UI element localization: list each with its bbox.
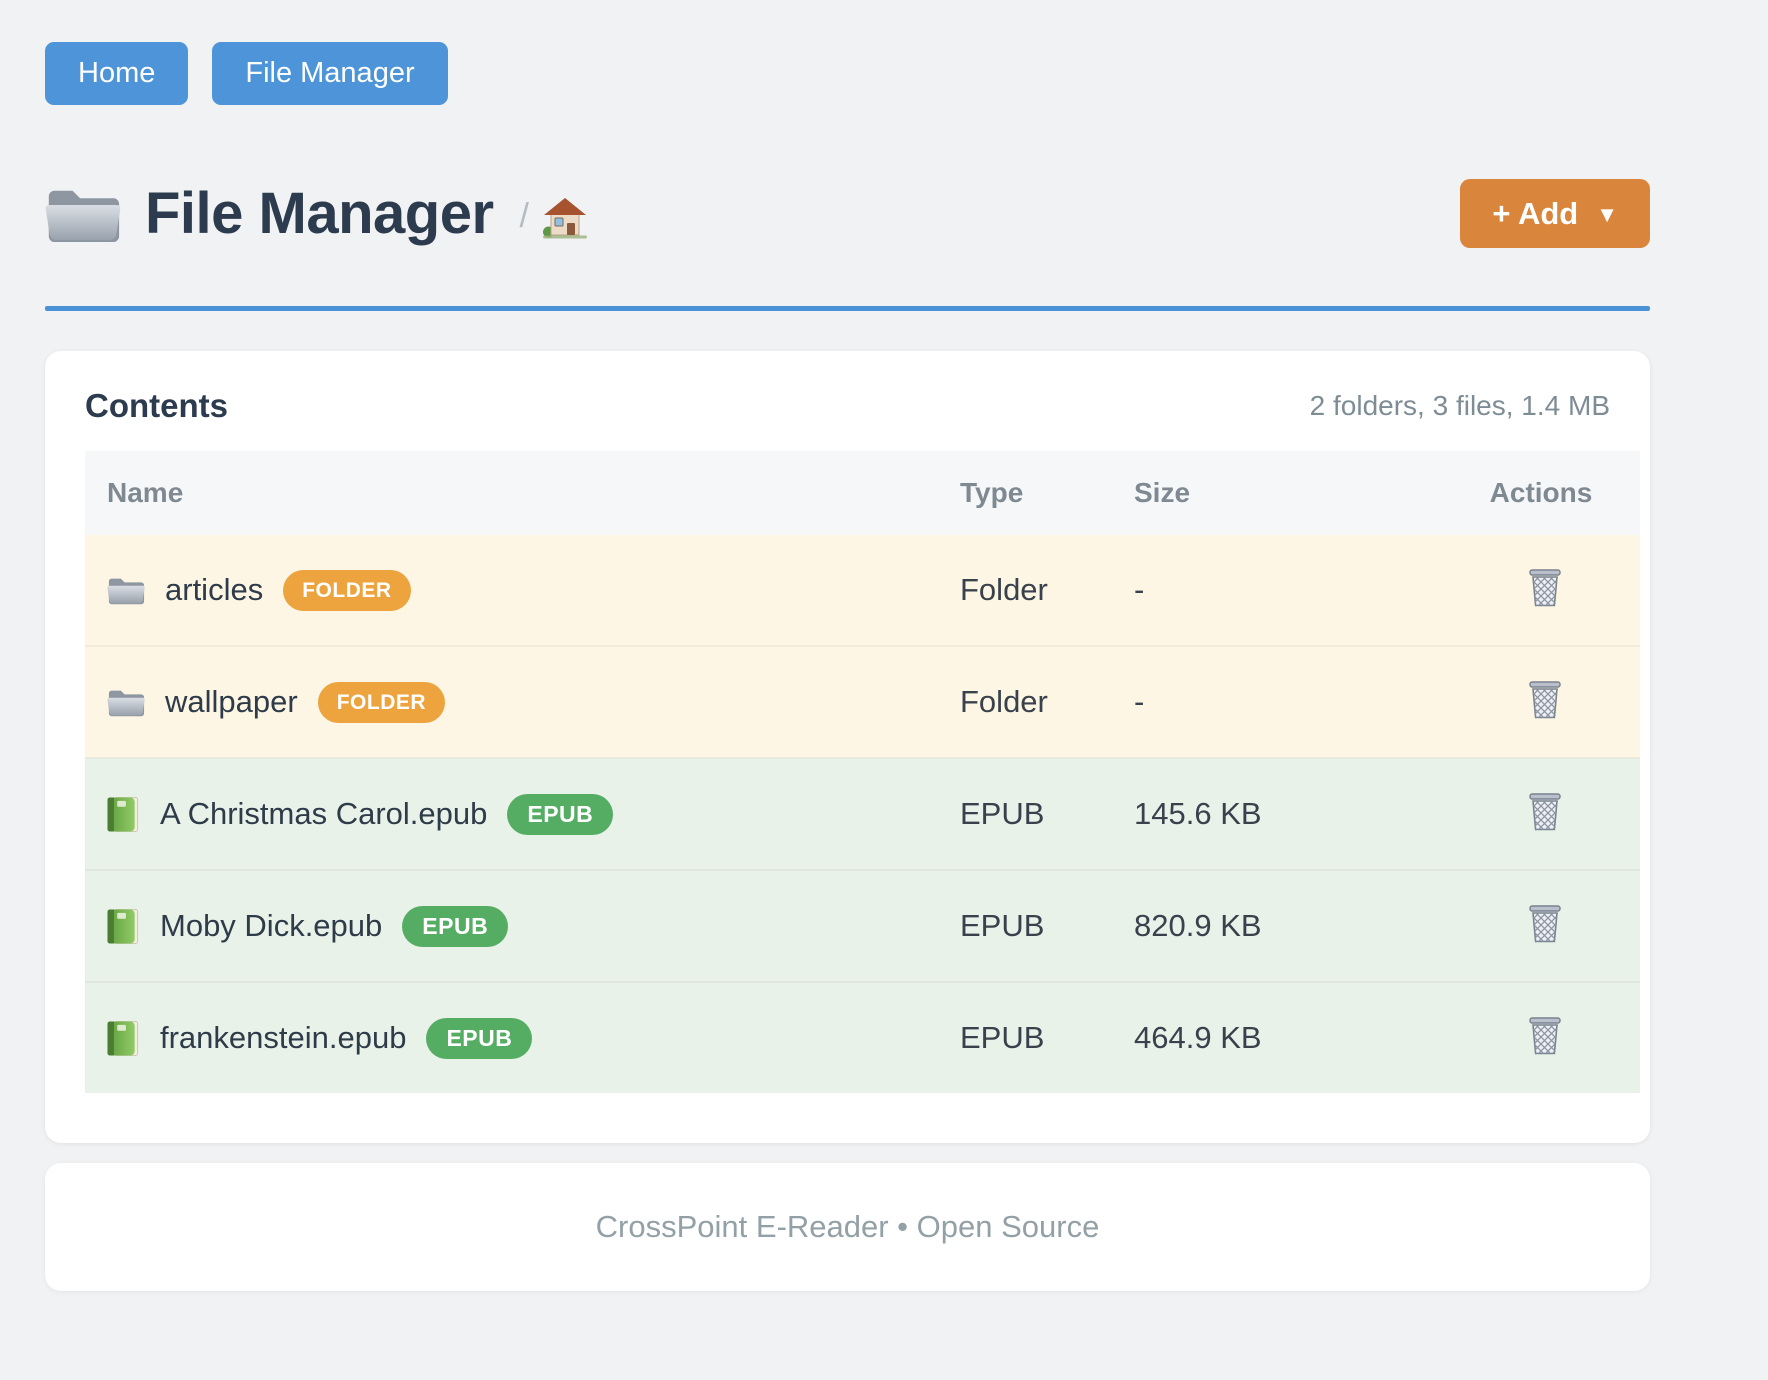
size-cell: 464.9 KB [1134, 982, 1450, 1093]
table-row[interactable]: articles FOLDER Folder - [85, 535, 1640, 646]
type-cell: Folder [960, 535, 1134, 646]
type-cell: EPUB [960, 982, 1134, 1093]
contents-card: Contents 2 folders, 3 files, 1.4 MB Name… [45, 351, 1650, 1143]
breadcrumb-separator: / [520, 197, 529, 236]
type-cell: EPUB [960, 870, 1134, 982]
table-row[interactable]: wallpaper FOLDER Folder - [85, 646, 1640, 758]
size-cell: - [1134, 646, 1450, 758]
trash-icon [1527, 568, 1563, 608]
name-cell: A Christmas Carol.epub EPUB [85, 794, 960, 835]
trash-icon [1527, 792, 1563, 832]
folder-badge: FOLDER [318, 682, 445, 723]
add-button[interactable]: + Add ▼ [1460, 179, 1650, 248]
table-row[interactable]: frankenstein.epub EPUB EPUB 464.9 KB [85, 982, 1640, 1093]
delete-button[interactable] [1521, 676, 1569, 724]
column-header-name: Name [85, 451, 960, 535]
files-table-body: articles FOLDER Folder - wallpaper FOLDE… [85, 535, 1640, 1093]
contents-title: Contents [85, 387, 228, 425]
folder-icon [107, 574, 145, 606]
trash-icon [1527, 680, 1563, 720]
files-table: Name Type Size Actions articles FOLDER F… [85, 451, 1640, 1093]
home-icon[interactable] [543, 197, 587, 239]
folder-icon [45, 183, 121, 244]
delete-button[interactable] [1521, 788, 1569, 836]
folder-badge: FOLDER [283, 570, 410, 611]
item-name: A Christmas Carol.epub [160, 796, 487, 832]
column-header-type: Type [960, 451, 1134, 535]
table-row[interactable]: Moby Dick.epub EPUB EPUB 820.9 KB [85, 870, 1640, 982]
files-table-head: Name Type Size Actions [85, 451, 1640, 535]
table-row[interactable]: A Christmas Carol.epub EPUB EPUB 145.6 K… [85, 758, 1640, 870]
column-header-size: Size [1134, 451, 1450, 535]
item-name: frankenstein.epub [160, 1020, 406, 1056]
folder-icon [107, 686, 145, 718]
green-book-icon [107, 908, 140, 945]
delete-button[interactable] [1521, 900, 1569, 948]
delete-button[interactable] [1521, 1012, 1569, 1060]
footer: CrossPoint E-Reader • Open Source [45, 1163, 1650, 1291]
title-wrap: File Manager / [45, 180, 587, 247]
size-cell: - [1134, 535, 1450, 646]
title-divider [45, 306, 1650, 311]
epub-badge: EPUB [507, 794, 613, 835]
trash-icon [1527, 1016, 1563, 1056]
page-container: Home File Manager File Manager / + Add ▼… [45, 0, 1650, 1291]
type-cell: EPUB [960, 758, 1134, 870]
item-name: articles [165, 572, 263, 608]
trash-icon [1527, 904, 1563, 944]
column-header-actions: Actions [1450, 451, 1640, 535]
delete-button[interactable] [1521, 564, 1569, 612]
item-name: Moby Dick.epub [160, 908, 382, 944]
contents-summary: 2 folders, 3 files, 1.4 MB [1310, 390, 1610, 422]
name-cell: frankenstein.epub EPUB [85, 1018, 960, 1059]
page-title: File Manager [145, 180, 494, 247]
type-cell: Folder [960, 646, 1134, 758]
add-button-label: + Add [1492, 198, 1578, 229]
nav-button-file-manager[interactable]: File Manager [212, 42, 447, 105]
name-cell: wallpaper FOLDER [85, 682, 960, 723]
green-book-icon [107, 796, 140, 833]
size-cell: 145.6 KB [1134, 758, 1450, 870]
name-cell: articles FOLDER [85, 570, 960, 611]
size-cell: 820.9 KB [1134, 870, 1450, 982]
epub-badge: EPUB [402, 906, 508, 947]
green-book-icon [107, 1020, 140, 1057]
item-name: wallpaper [165, 684, 298, 720]
page-header: File Manager / + Add ▼ [45, 179, 1650, 248]
epub-badge: EPUB [426, 1018, 532, 1059]
caret-down-icon: ▼ [1596, 204, 1618, 226]
footer-text: CrossPoint E-Reader • Open Source [596, 1209, 1100, 1244]
top-nav: Home File Manager [45, 0, 1650, 105]
contents-card-header: Contents 2 folders, 3 files, 1.4 MB [85, 387, 1610, 425]
name-cell: Moby Dick.epub EPUB [85, 906, 960, 947]
nav-button-home[interactable]: Home [45, 42, 188, 105]
